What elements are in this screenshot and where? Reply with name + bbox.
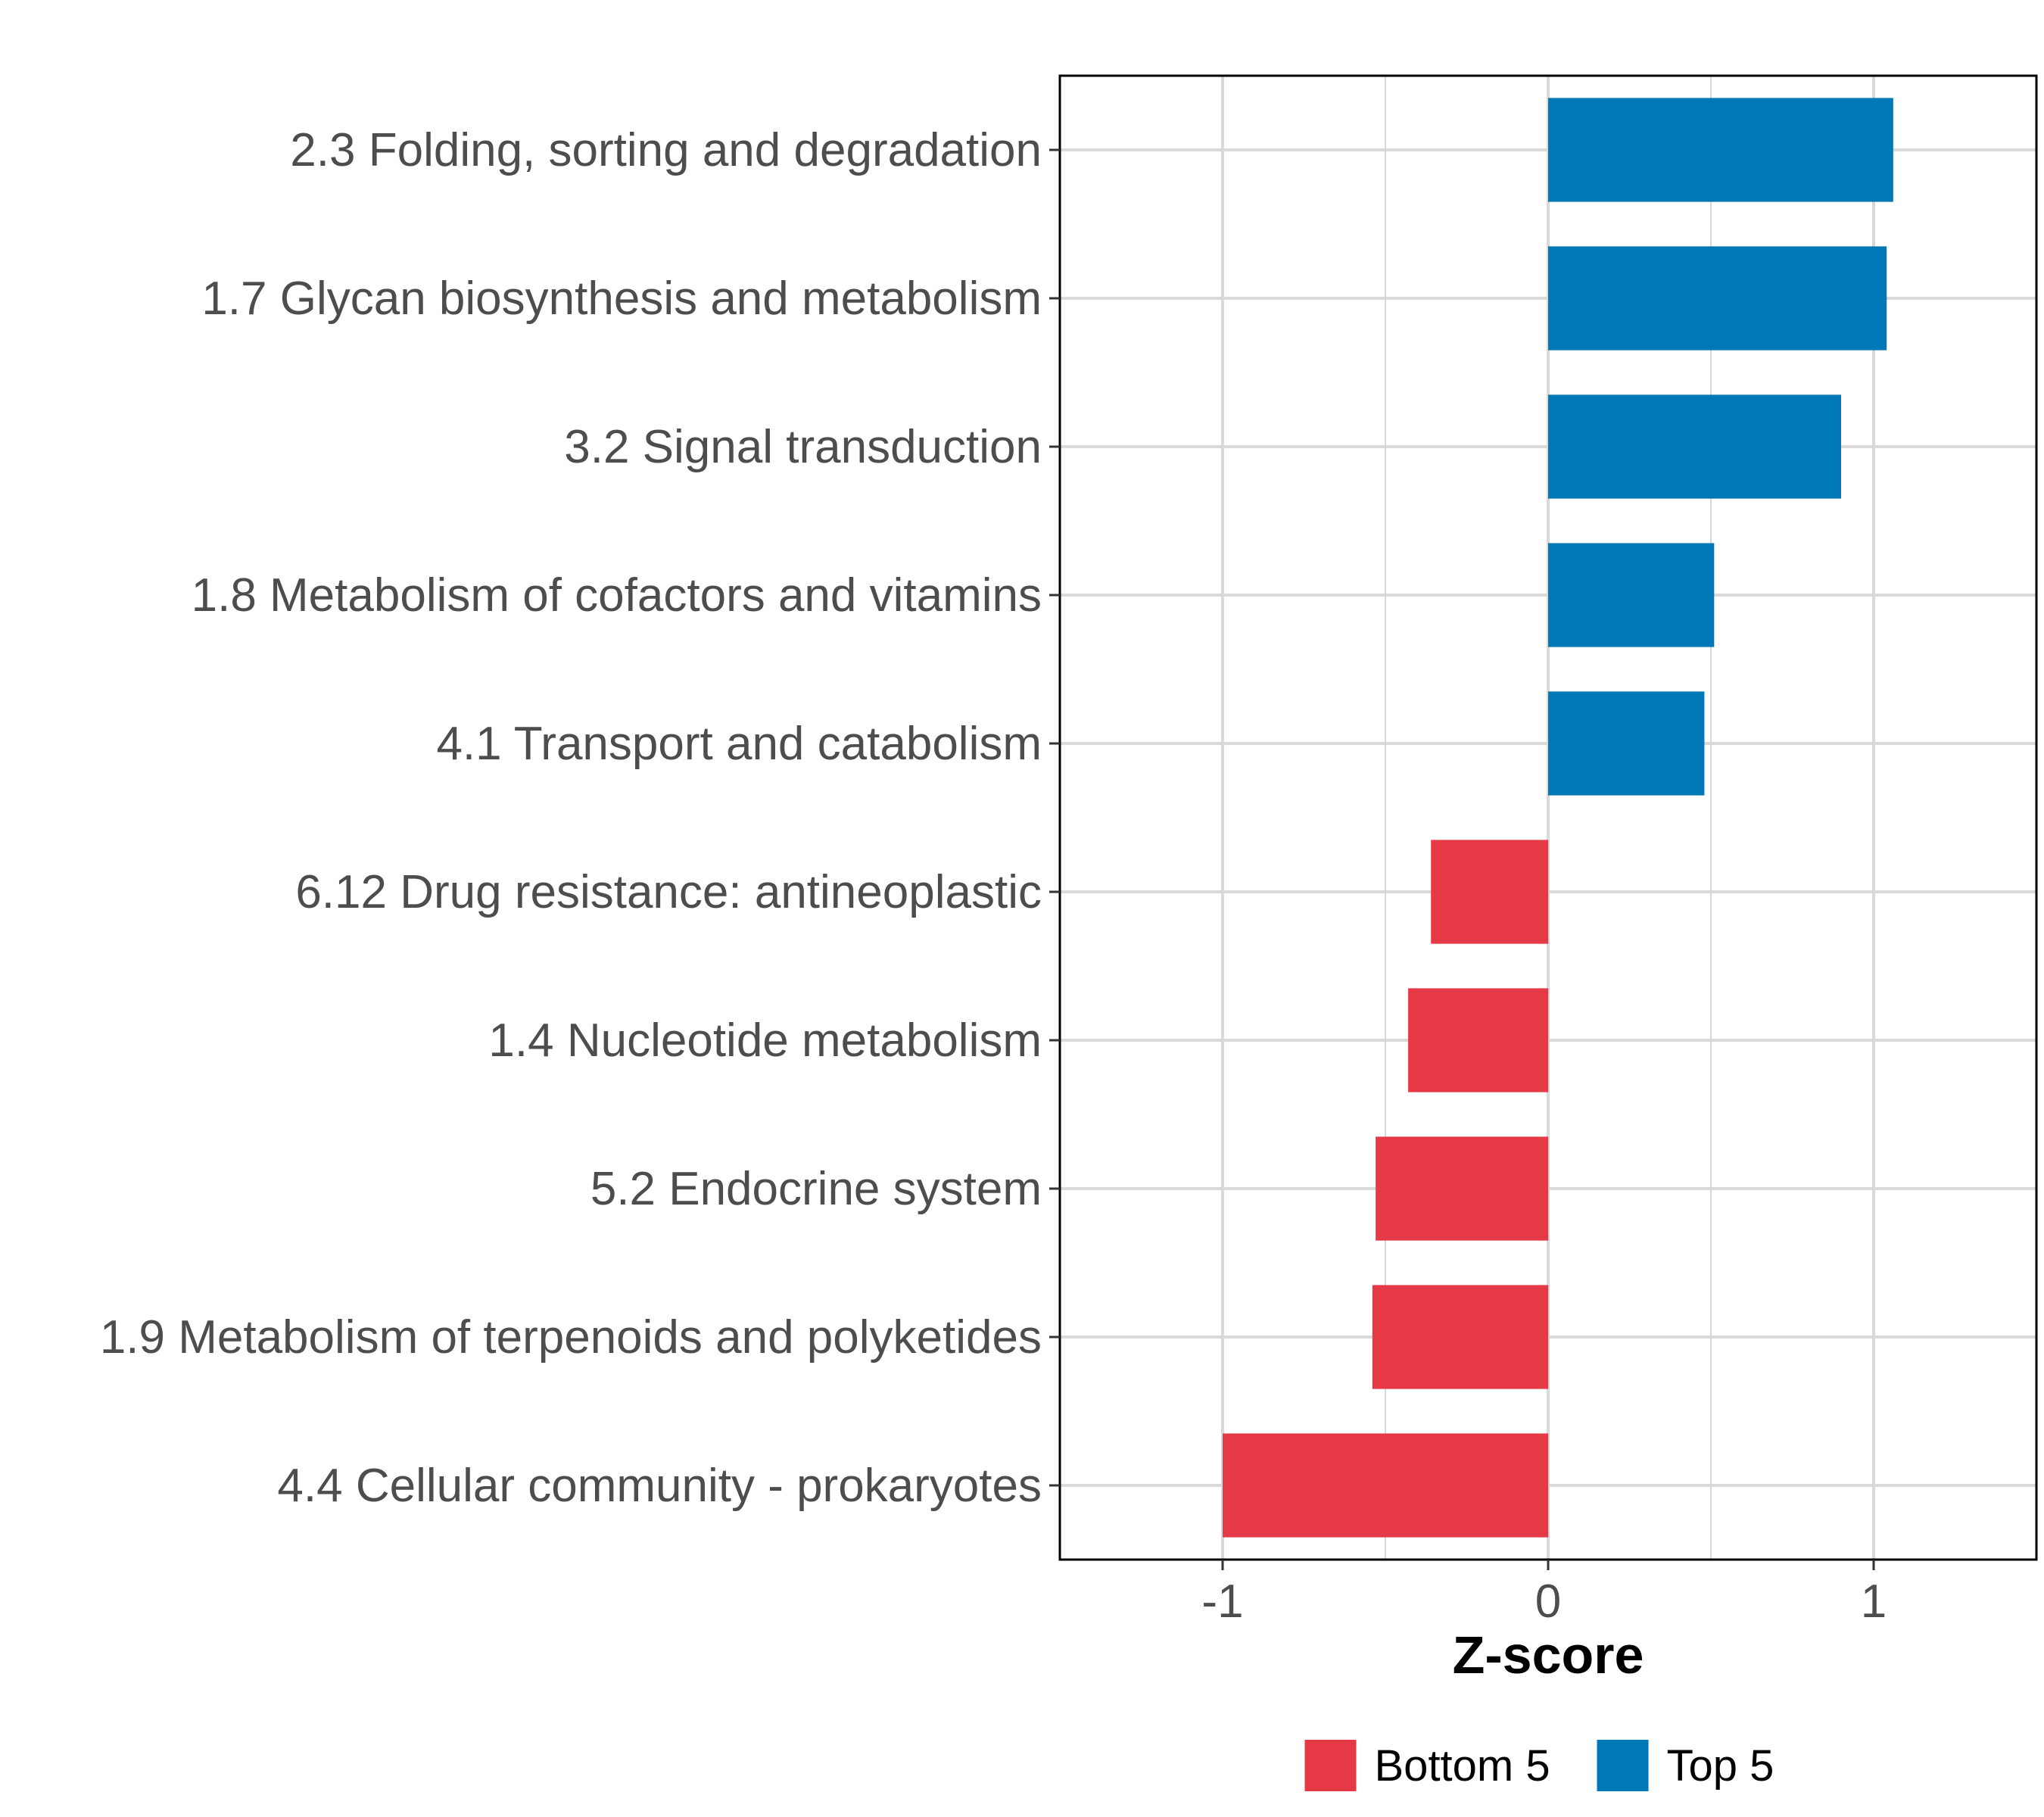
category-label: 6.12 Drug resistance: antineoplastic — [295, 866, 1042, 918]
legend-swatch — [1597, 1740, 1649, 1791]
category-label: 4.4 Cellular community - prokaryotes — [277, 1460, 1042, 1512]
x-tick-label: -1 — [1201, 1575, 1243, 1628]
bar — [1548, 543, 1715, 647]
bar — [1408, 988, 1548, 1092]
y-axis-ticks — [1049, 148, 1060, 1487]
category-label: 4.1 Transport and catabolism — [436, 718, 1042, 770]
legend-label: Top 5 — [1667, 1741, 1774, 1791]
category-label: 1.9 Metabolism of terpenoids and polyket… — [100, 1311, 1042, 1364]
x-axis-labels: -1 0 1 — [1201, 1575, 1887, 1628]
bar — [1372, 1285, 1548, 1389]
bars — [1223, 98, 1893, 1538]
bar — [1548, 691, 1705, 796]
y-axis-labels: 2.3 Folding, sorting and degradation 1.7 … — [100, 124, 1042, 1512]
legend: Bottom 5 Top 5 — [1304, 1740, 1774, 1791]
category-label: 1.7 Glycan biosynthesis and metabolism — [201, 273, 1042, 325]
bar — [1431, 840, 1548, 944]
x-tick-label: 0 — [1535, 1575, 1561, 1628]
x-axis-ticks — [1221, 1560, 1875, 1570]
x-tick-label: 1 — [1861, 1575, 1887, 1628]
legend-swatch — [1304, 1740, 1357, 1791]
legend-label: Bottom 5 — [1375, 1741, 1550, 1791]
category-label: 2.3 Folding, sorting and degradation — [290, 124, 1042, 176]
category-label: 5.2 Endocrine system — [590, 1163, 1042, 1215]
x-axis-title: Z-score — [1453, 1625, 1644, 1685]
bar — [1548, 98, 1893, 202]
bar — [1223, 1433, 1548, 1538]
bar — [1548, 394, 1841, 499]
bar — [1376, 1136, 1548, 1241]
category-label: 3.2 Signal transduction — [564, 421, 1042, 473]
category-label: 1.8 Metabolism of cofactors and vitamins — [192, 569, 1042, 622]
category-label: 1.4 Nucleotide metabolism — [488, 1014, 1042, 1067]
bar — [1548, 246, 1887, 351]
